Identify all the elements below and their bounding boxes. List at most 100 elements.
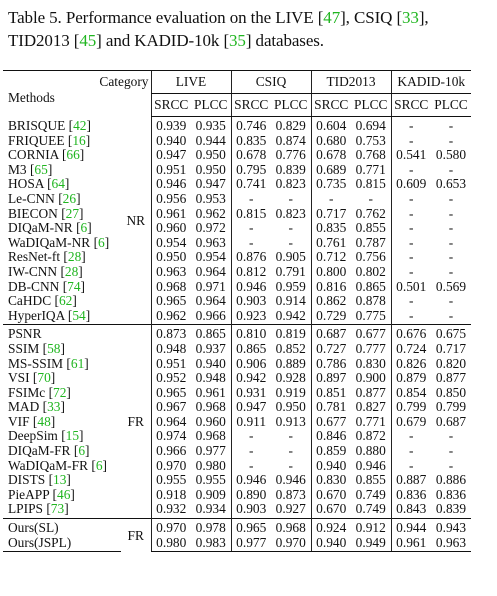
method-citation[interactable]: 6 [80, 220, 88, 236]
metric-value: 0.950 [275, 399, 306, 415]
method-citation[interactable]: 13 [53, 472, 67, 488]
table-row: DIQaM-FR [6] 0.966 0.977- -0.859 0.880- - [3, 443, 471, 459]
metric-value: 0.968 [195, 428, 226, 444]
caption-citation[interactable]: 47 [323, 8, 341, 27]
bracket-close: ] [79, 428, 84, 444]
metric-value: 0.962 [150, 308, 191, 325]
metric-value: 0.948 [195, 370, 226, 386]
method-citation[interactable]: 6 [95, 457, 103, 473]
metric-value: 0.855 [355, 220, 386, 236]
metric-value: 0.727 [310, 341, 351, 357]
caption-citation[interactable]: 35 [229, 31, 246, 50]
bracket-close: ] [60, 399, 65, 415]
method-citation[interactable]: 72 [53, 384, 67, 400]
method-name: PieAPP [8, 486, 50, 502]
method-citation[interactable]: 73 [50, 501, 65, 517]
method-citation[interactable]: 58 [47, 340, 61, 356]
metric-value: 0.777 [355, 340, 386, 356]
bracket-close: ] [102, 457, 107, 473]
metric-value: 0.835 [310, 221, 351, 236]
method-citation[interactable]: 65 [34, 161, 48, 177]
metric-value: 0.932 [150, 502, 191, 519]
table-row: DB-CNN [74] 0.968 0.971 0.946 0.959 0.816 0.86… [3, 278, 471, 295]
metric-value: 0.836 [435, 486, 467, 502]
metric-value: - [390, 191, 431, 207]
method-citation[interactable]: 15 [65, 428, 80, 444]
metric-value: 0.927 [275, 501, 306, 517]
method-citation[interactable]: 28 [64, 263, 79, 279]
metric-value: - [390, 458, 431, 474]
method-name-cell: FSIMc [72] [3, 384, 121, 401]
method-citation[interactable]: 61 [70, 355, 85, 371]
methods-header: Methods [8, 90, 55, 105]
method-citation[interactable]: 6 [78, 443, 86, 459]
metric-value: 0.829 [275, 118, 306, 133]
metric-value: 0.873 [150, 324, 191, 342]
metric-header-srcc: SRCC [390, 93, 431, 117]
metric-value: 0.968 [195, 399, 226, 415]
metric-value: - [288, 428, 293, 444]
method-name: MS-SSIM [8, 355, 64, 371]
metric-value: 0.677 [351, 324, 391, 342]
metric-value: - [390, 294, 431, 309]
method-citation[interactable]: 16 [72, 132, 86, 148]
method-citation[interactable]: 46 [57, 486, 71, 502]
bracket-open: [ [26, 161, 35, 177]
bracket-close: ] [70, 486, 75, 502]
metric-value: 0.677 [310, 414, 351, 430]
method-citation[interactable]: 64 [51, 176, 65, 192]
metric-value: 0.960 [195, 413, 226, 429]
metric-value: 0.963 [195, 234, 226, 250]
bracket-close: ] [50, 413, 56, 429]
caption-citation[interactable]: 33 [402, 8, 419, 27]
metric-value: 0.865 [230, 341, 271, 357]
table-row: BIECON [27] 0.961 0.962 0.815 0.823 0.717 0.76… [3, 205, 471, 222]
metric-value: 0.850 [435, 384, 467, 400]
bracket-close: ] [87, 220, 92, 236]
metric-header-srcc: SRCC [310, 93, 351, 117]
metric-value: 0.823 [275, 176, 306, 192]
bracket-close: ] [78, 263, 83, 279]
method-citation[interactable]: 42 [73, 117, 87, 133]
metric-value: 0.949 [351, 535, 391, 553]
method-citation[interactable]: 54 [72, 307, 86, 323]
metric-value: 0.961 [390, 535, 431, 553]
method-citation[interactable]: 66 [66, 147, 80, 163]
method-citation[interactable]: 6 [98, 234, 105, 250]
metric-value: 0.569 [435, 278, 467, 294]
metric-value: 0.541 [390, 148, 431, 163]
table-row: Ours(JSPL) 0.980 0.983 0.977 0.970 0.940 0.949… [3, 535, 471, 553]
metric-value: 0.879 [390, 370, 431, 386]
metric-value: 0.972 [195, 220, 226, 236]
bracket-open: [ [29, 413, 38, 429]
method-citation[interactable]: 27 [65, 205, 80, 221]
table-row: HOSA [64] 0.946 0.947 0.741 0.823 0.735 0.815 0… [3, 177, 471, 192]
metric-value: 0.974 [150, 429, 191, 445]
metric-value: 0.865 [191, 324, 231, 342]
metric-value: 0.820 [435, 355, 467, 371]
metric-value: - [448, 249, 454, 265]
metric-value: 0.679 [390, 414, 431, 430]
table-row: CORNIA [66] 0.947 0.950 0.678 0.776 0.678 0.76… [3, 147, 471, 163]
bracket-open: [ [45, 472, 54, 488]
metric-value: 0.935 [195, 118, 226, 133]
table-row: DISTS [13] 0.955 0.955 0.946 0.946 0.830 0.855… [3, 472, 471, 488]
method-citation[interactable]: 48 [37, 413, 51, 429]
metric-value: 0.954 [150, 235, 191, 251]
method-name-cell: MS-SSIM [61] [3, 355, 121, 372]
method-name-cell: Ours(JSPL) [3, 535, 121, 553]
method-citation[interactable]: 70 [37, 370, 51, 386]
metric-value: 0.946 [230, 473, 271, 488]
metric-value: 0.952 [150, 370, 191, 386]
metric-value: 0.966 [195, 307, 226, 323]
metric-value: 0.897 [310, 370, 351, 386]
caption-citation[interactable]: 45 [79, 31, 97, 50]
metric-value: 0.787 [355, 234, 386, 250]
method-citation[interactable]: 74 [67, 278, 81, 294]
method-citation[interactable]: 26 [62, 190, 77, 206]
metric-value: 0.680 [310, 133, 351, 149]
method-citation[interactable]: 33 [47, 399, 61, 415]
method-name: HOSA [8, 176, 44, 192]
method-citation[interactable]: 62 [58, 293, 73, 309]
method-citation[interactable]: 28 [67, 249, 82, 265]
